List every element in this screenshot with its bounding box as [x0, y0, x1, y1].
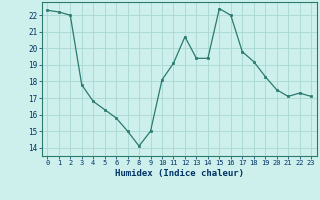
X-axis label: Humidex (Indice chaleur): Humidex (Indice chaleur) — [115, 169, 244, 178]
